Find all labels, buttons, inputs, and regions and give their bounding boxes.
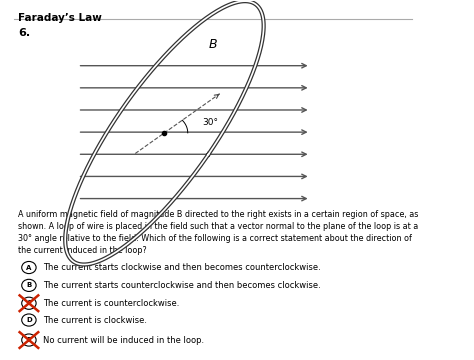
Text: The current is counterclockwise.: The current is counterclockwise. xyxy=(43,299,179,308)
Text: 30°: 30° xyxy=(202,118,219,127)
Text: E: E xyxy=(27,337,31,343)
Text: The current starts clockwise and then becomes counterclockwise.: The current starts clockwise and then be… xyxy=(43,263,320,272)
Text: The current is clockwise.: The current is clockwise. xyxy=(43,315,147,324)
Text: Faraday’s Law: Faraday’s Law xyxy=(18,13,102,23)
Text: A uniform magnetic field of magnitude B directed to the right exists in a certai: A uniform magnetic field of magnitude B … xyxy=(18,210,419,255)
Text: B: B xyxy=(209,38,218,51)
Text: 6.: 6. xyxy=(18,28,30,38)
Text: A: A xyxy=(26,265,32,270)
Text: No current will be induced in the loop.: No current will be induced in the loop. xyxy=(43,336,204,345)
Text: The current starts counterclockwise and then becomes clockwise.: The current starts counterclockwise and … xyxy=(43,281,320,290)
Text: B: B xyxy=(26,282,32,288)
Text: C: C xyxy=(27,300,31,306)
Text: D: D xyxy=(26,317,32,323)
